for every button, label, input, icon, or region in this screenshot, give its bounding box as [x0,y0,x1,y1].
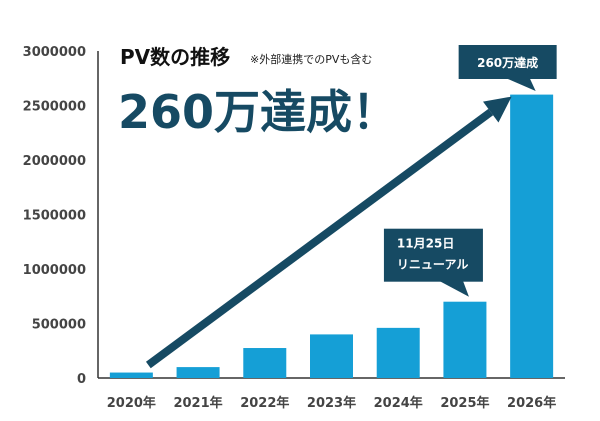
bar-2021年 [176,367,220,378]
x-tick-label: 2026年 [507,395,556,411]
callout-text: 260万達成 [477,55,538,70]
callout-box [458,45,557,79]
headline: 260万達成！ [118,85,398,139]
callout-tail [505,78,536,91]
y-tick-label: 2000000 [23,154,86,169]
y-tick-label: 2500000 [23,100,86,115]
bar-2023年 [310,334,353,378]
bar-2020年 [109,372,153,378]
callout-text: リニューアル [397,258,468,272]
bar-2022年 [243,348,287,378]
x-tick-label: 2023年 [307,395,356,411]
bar-2025年 [443,301,487,378]
y-tick-label: 0 [77,372,86,387]
x-tick-label: 2020年 [107,395,156,411]
callout-box [383,228,483,282]
y-tick-label: 1000000 [23,263,86,278]
x-tick-label: 2021年 [173,395,222,411]
chart-note: ※外部連携でのPVも含む [250,52,372,66]
trend-arrow-head [483,96,512,123]
x-tick-label: 2025年 [440,395,489,411]
trend-arrow-shaft [145,108,494,369]
callout-2026年: 260万達成 [458,45,557,91]
y-tick-label: 3000000 [23,45,86,60]
y-tick-label: 1500000 [23,209,86,224]
bar-2024年 [376,327,420,378]
y-tick-label: 500000 [32,318,86,333]
x-tick-label: 2022年 [240,395,289,411]
x-tick-label: 2024年 [374,395,423,411]
chart-title: PV数の推移 [120,45,230,69]
callout-tail [438,280,469,297]
bar-2026年 [510,94,554,378]
callout-text: 11月25日 [397,237,454,251]
